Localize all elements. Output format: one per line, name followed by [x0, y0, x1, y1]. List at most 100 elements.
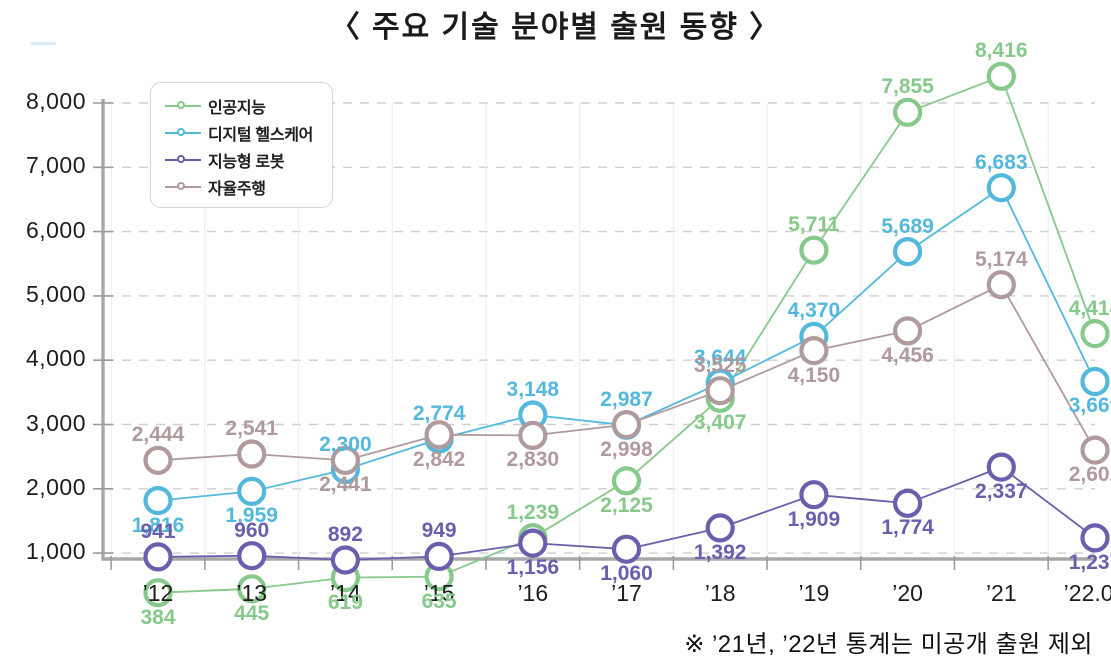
data-point-marker[interactable] — [705, 376, 735, 406]
data-point-marker[interactable] — [611, 410, 642, 440]
data-point-label: 1,816 — [131, 513, 185, 537]
legend-item-1[interactable]: 인공지능 — [151, 92, 332, 119]
data-point-label: 2,987 — [600, 388, 653, 412]
data-point-marker[interactable] — [986, 61, 1016, 91]
data-point-label: 892 — [327, 523, 363, 547]
data-point-marker[interactable] — [799, 235, 829, 265]
data-point-marker[interactable] — [611, 466, 642, 496]
legend-item-4[interactable]: 자율주행 — [151, 173, 332, 200]
data-point-marker[interactable] — [518, 528, 548, 558]
data-point-label: 941 — [140, 519, 176, 543]
x-axis-tick-label: ’14 — [330, 580, 361, 606]
data-point-label: 6,683 — [975, 150, 1028, 174]
data-point-marker[interactable] — [330, 545, 360, 575]
x-axis-tick-label: ’21 — [985, 580, 1017, 606]
data-point-label: 4,150 — [787, 363, 841, 387]
data-point-label: 1,909 — [787, 507, 841, 531]
data-point-marker[interactable] — [892, 237, 923, 267]
data-point-marker[interactable] — [424, 420, 454, 450]
data-point-label: 5,711 — [788, 213, 840, 237]
data-point-marker[interactable] — [424, 541, 454, 572]
data-point-label: 1,156 — [506, 556, 560, 580]
data-point-marker[interactable] — [986, 270, 1016, 300]
x-axis-tick-label: ’19 — [798, 580, 830, 606]
data-point-marker[interactable] — [330, 445, 360, 475]
data-point-label: 1,060 — [600, 562, 653, 586]
x-axis-tick-label: ’18 — [704, 580, 736, 606]
data-point-label: 635 — [421, 589, 457, 613]
legend-item-label: 인공지능 — [208, 99, 266, 117]
data-point-label: 1,959 — [225, 504, 278, 528]
data-point-label: 384 — [140, 605, 176, 629]
data-point-marker[interactable] — [611, 534, 642, 564]
data-point-marker[interactable] — [799, 336, 829, 366]
data-point-label: 2,842 — [412, 447, 466, 471]
data-point-label: 1,239 — [506, 500, 560, 524]
x-axis-tick-label: ’22.06 — [1063, 580, 1111, 606]
x-axis-tick-label: ’17 — [611, 580, 642, 606]
data-point-label: 3,669 — [1068, 394, 1111, 418]
data-point-label: 4,414 — [1068, 296, 1111, 320]
data-point-marker[interactable] — [1080, 319, 1110, 349]
data-point-marker[interactable] — [518, 420, 548, 450]
data-point-label: 3,148 — [506, 377, 560, 401]
data-point-marker[interactable] — [892, 316, 923, 346]
data-point-marker[interactable] — [237, 541, 267, 571]
data-point-marker[interactable] — [143, 486, 173, 516]
y-axis-tick-label: 5,000 — [25, 280, 86, 307]
data-point-marker[interactable] — [143, 445, 173, 475]
data-point-label: 2,441 — [319, 473, 372, 497]
data-point-label: 3,407 — [693, 411, 747, 435]
data-point-label: 619 — [327, 590, 363, 614]
data-point-label: 5,689 — [881, 214, 934, 238]
data-point-marker[interactable] — [1080, 435, 1110, 465]
data-point-marker[interactable] — [892, 97, 923, 127]
data-point-label: 2,541 — [225, 417, 278, 440]
data-point-marker[interactable] — [892, 488, 923, 518]
legend-item-3[interactable]: 지능형 로봇 — [151, 146, 332, 173]
data-point-marker[interactable] — [986, 173, 1016, 203]
data-point-label: 7,855 — [881, 75, 934, 99]
data-point-marker[interactable] — [237, 476, 267, 506]
y-axis-tick-label: 8,000 — [25, 88, 86, 114]
page-title: 〈 주요 기술 분야별 출원 동향 〉 — [329, 11, 782, 44]
data-point-label: 8,416 — [975, 39, 1028, 63]
data-point-marker[interactable] — [143, 578, 173, 608]
data-point-label: 2,998 — [600, 437, 653, 461]
data-point-marker[interactable] — [237, 439, 267, 469]
legend-item-label: 자율주행 — [208, 180, 266, 198]
x-axis-tick-label: ’16 — [517, 580, 549, 606]
data-point-marker[interactable] — [237, 574, 267, 604]
data-point-label: 960 — [234, 518, 270, 542]
legend-marker-icon — [165, 152, 201, 168]
data-point-label: 4,456 — [881, 343, 934, 367]
data-point-label: 2,444 — [131, 423, 185, 447]
data-point-label: 2,125 — [600, 493, 653, 517]
artifact-mark — [30, 42, 56, 45]
y-axis-tick-label: 7,000 — [25, 152, 86, 179]
data-point-label: 949 — [421, 519, 457, 543]
legend-item-label: 디지털 헬스케어 — [208, 126, 314, 144]
data-point-label: 4,370 — [787, 299, 841, 323]
data-point-marker[interactable] — [1080, 366, 1110, 397]
data-point-label: 2,602 — [1068, 463, 1111, 487]
data-point-marker[interactable] — [143, 542, 173, 572]
legend-marker-icon — [165, 125, 201, 141]
data-point-marker[interactable] — [705, 513, 735, 543]
data-point-marker[interactable] — [1080, 523, 1110, 553]
data-point-marker[interactable] — [986, 452, 1016, 482]
data-point-marker[interactable] — [799, 480, 829, 510]
legend-marker-icon — [165, 179, 201, 195]
x-axis-tick-label: ’20 — [892, 580, 923, 606]
y-axis-tick-label: 6,000 — [25, 216, 86, 243]
legend-marker-icon — [165, 98, 201, 114]
x-axis-tick-label: ’12 — [142, 580, 174, 606]
y-axis-tick-label: 2,000 — [25, 473, 86, 500]
data-point-label: 5,174 — [975, 247, 1028, 271]
x-axis-tick-label: ’15 — [423, 580, 455, 606]
legend-item-2[interactable]: 디지털 헬스케어 — [151, 119, 332, 146]
data-point-label: 3,644 — [693, 346, 747, 370]
